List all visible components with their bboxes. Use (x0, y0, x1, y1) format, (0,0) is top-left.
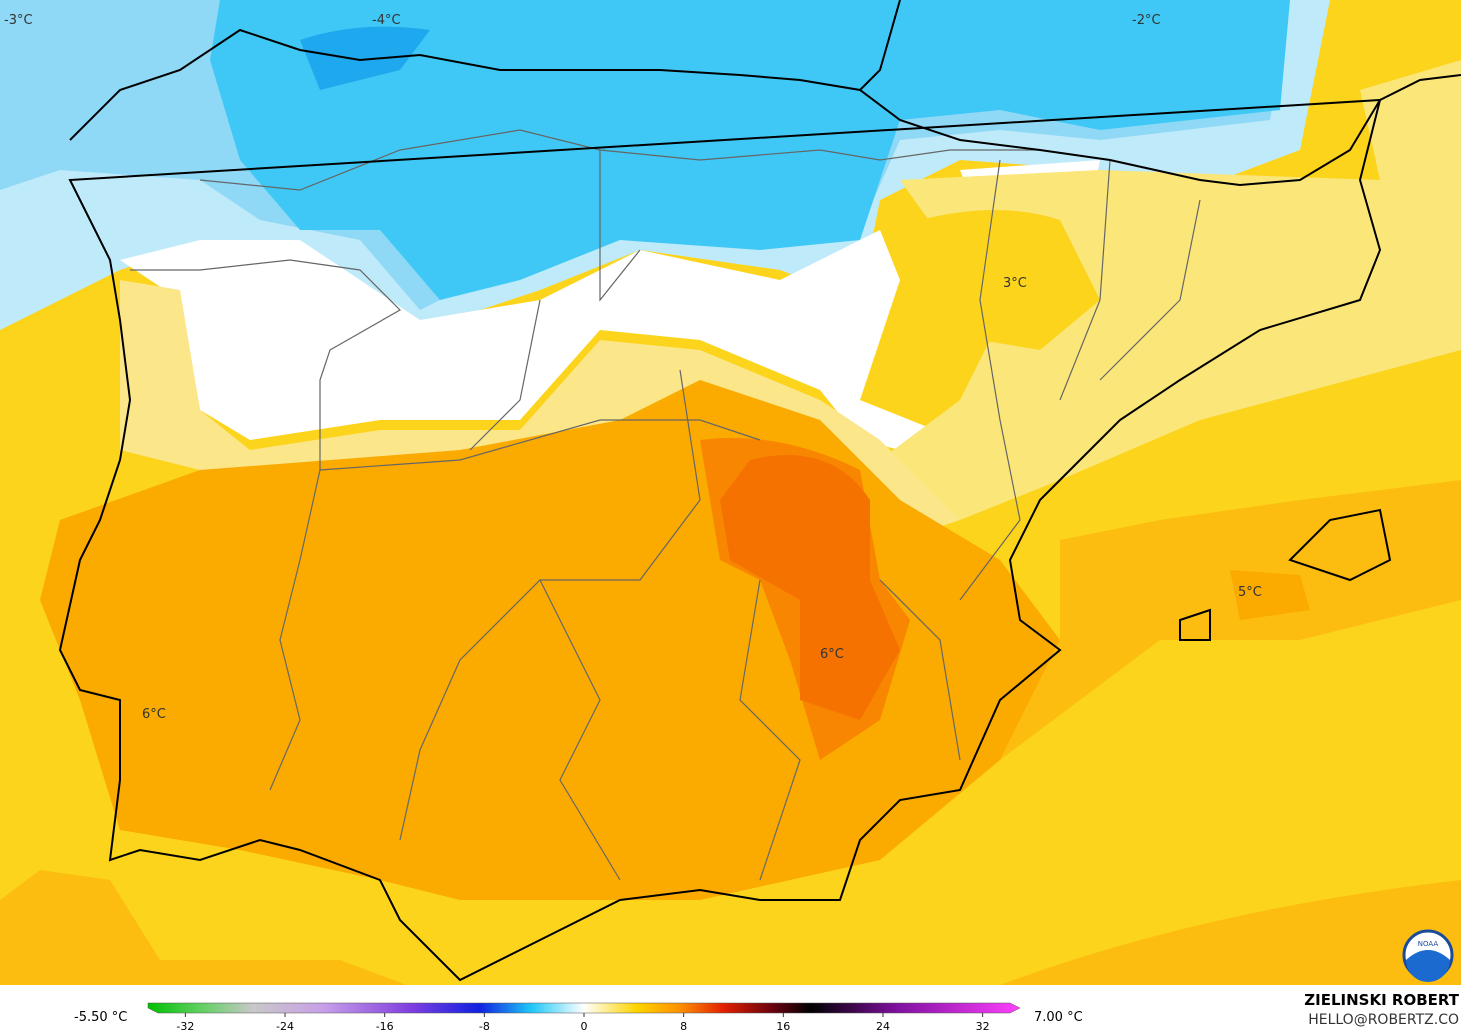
colorbar: -5.50 °C 7.00 °C -32 -24 -16 -8 0 8 16 24 32 (74, 1002, 1083, 1033)
noaa-logo: NOAA (1402, 929, 1454, 982)
colorbar-max: 7.00 °C (1034, 1010, 1083, 1025)
colorbar-tick-label: -32 (176, 1020, 194, 1033)
map-labels: -3°C -4°C -2°C 3°C 5°C 6°C 6°C (4, 13, 1262, 722)
colorbar-tick-label: -16 (376, 1020, 394, 1033)
credit-contact: HELLO@ROBERTZ.CO (1308, 1012, 1459, 1028)
colorbar-gradient (147, 1002, 1021, 1014)
map-label: 6°C (820, 647, 844, 662)
map-label: -4°C (372, 13, 401, 28)
map-label: 6°C (142, 707, 166, 722)
credit-name: ZIELINSKI ROBERT (1304, 991, 1459, 1009)
logo-text: NOAA (1418, 940, 1439, 948)
map-field (0, 0, 1461, 990)
colorbar-tick-label: -24 (276, 1020, 294, 1033)
colorbar-tick-label: 8 (680, 1020, 687, 1033)
colorbar-min: -5.50 °C (74, 1010, 127, 1025)
coastline (58, 0, 1461, 982)
map-label: 3°C (1003, 276, 1027, 291)
map-label: 5°C (1238, 585, 1262, 600)
colorbar-tick-label: -8 (479, 1020, 490, 1033)
colorbar-tick-label: 24 (876, 1020, 890, 1033)
colorbar-tick-label: 0 (581, 1020, 588, 1033)
colorbar-tick-label: 16 (776, 1020, 790, 1033)
map-label: -3°C (4, 13, 33, 28)
colorbar-tick-label: 32 (976, 1020, 990, 1033)
map-label: -2°C (1132, 13, 1161, 28)
borders (130, 129, 1201, 881)
